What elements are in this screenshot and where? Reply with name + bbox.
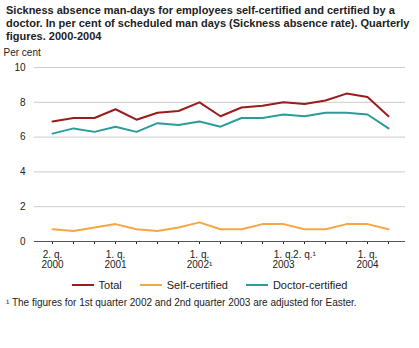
svg-text:Per cent: Per cent: [4, 47, 41, 58]
svg-text:2. q.2000: 2. q.2000: [41, 249, 64, 270]
svg-text:6: 6: [20, 131, 26, 142]
svg-text:1. q.2001: 1. q.2001: [104, 249, 127, 270]
svg-text:8: 8: [20, 97, 26, 108]
html-text:¹ The figures for 1st quarter: ¹ The figures for 1st quarter 2002 and 2…: [6, 297, 357, 308]
svg-text:2: 2: [20, 201, 26, 212]
svg-text:4: 4: [20, 166, 26, 177]
html-text:Self-certified: Self-certified: [166, 279, 228, 291]
html-text:Total: Total: [98, 279, 122, 291]
svg-text:0: 0: [20, 236, 26, 247]
html-text:Doctor-certified: Doctor-certified: [272, 279, 348, 291]
html-text:Sickness absence man-days for: Sickness absence man-days for employees …: [6, 4, 410, 42]
svg-text:1. q.2002¹: 1. q.2002¹: [187, 249, 213, 270]
svg-text:10: 10: [14, 62, 26, 73]
svg-text:2. q.¹: 2. q.¹: [293, 249, 316, 260]
svg-text:1. q.2003: 1. q.2003: [272, 249, 295, 270]
svg-text:1. q.2004: 1. q.2004: [356, 249, 379, 270]
